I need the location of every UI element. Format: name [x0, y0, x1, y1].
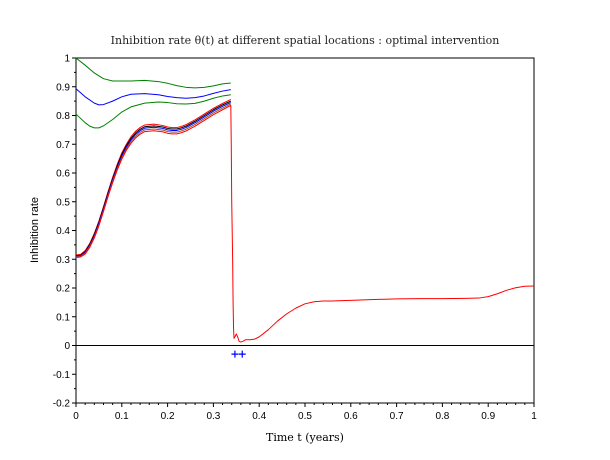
x-tick-label: 0.4: [252, 411, 266, 422]
x-tick-label: 0.3: [206, 411, 220, 422]
y-tick-label: 0.7: [56, 140, 70, 151]
x-tick-label: 0.7: [390, 411, 404, 422]
x-tick-label: 1: [531, 411, 537, 422]
series-layer: [75, 57, 535, 343]
markers-layer: [231, 350, 246, 358]
plus-marker: [231, 350, 239, 358]
y-tick-label: 0.8: [56, 111, 70, 122]
y-tick-label: 0.3: [56, 255, 70, 266]
y-tick-label: 0.5: [56, 197, 70, 208]
y-axis-label: Inhibition rate: [29, 197, 41, 263]
y-tick-label: 0.4: [56, 226, 70, 237]
y-tick-label: 0.9: [56, 82, 70, 93]
y-tick-label: 1: [64, 54, 70, 65]
series-line-3: [75, 94, 231, 129]
chart-title: Inhibition rate θ(t) at different spatia…: [111, 34, 500, 47]
x-tick-label: 0.5: [298, 411, 312, 422]
y-tick-label: -0.2: [53, 399, 71, 410]
y-tick-label: 0: [64, 341, 70, 352]
x-tick-label: 0.1: [115, 411, 129, 422]
y-tick-label: -0.1: [53, 370, 71, 381]
x-tick-label: 0.9: [481, 411, 495, 422]
y-tick-label: 0.6: [56, 169, 70, 180]
y-tick-label: 0.2: [56, 284, 70, 295]
y-tick-label: 0.1: [56, 312, 70, 323]
series-line-1: [75, 57, 231, 89]
x-tick-label: 0.8: [435, 411, 449, 422]
plot-frame: [75, 57, 535, 404]
x-tick-label: 0.6: [344, 411, 358, 422]
series-line-2: [75, 88, 231, 106]
x-tick-label: 0: [73, 411, 79, 422]
series-line-4: [75, 98, 232, 256]
x-axis-label: Time t (years): [266, 431, 344, 444]
plus-marker: [238, 350, 246, 358]
x-tick-label: 0.2: [161, 411, 175, 422]
series-line-8: [75, 104, 535, 343]
ticks-layer: 0 0.1 0.2 0.3 0.4 0.5 0.6 0.7 0.8 0.9 1 -0.2 -0.1 0 0.…: [53, 54, 537, 423]
